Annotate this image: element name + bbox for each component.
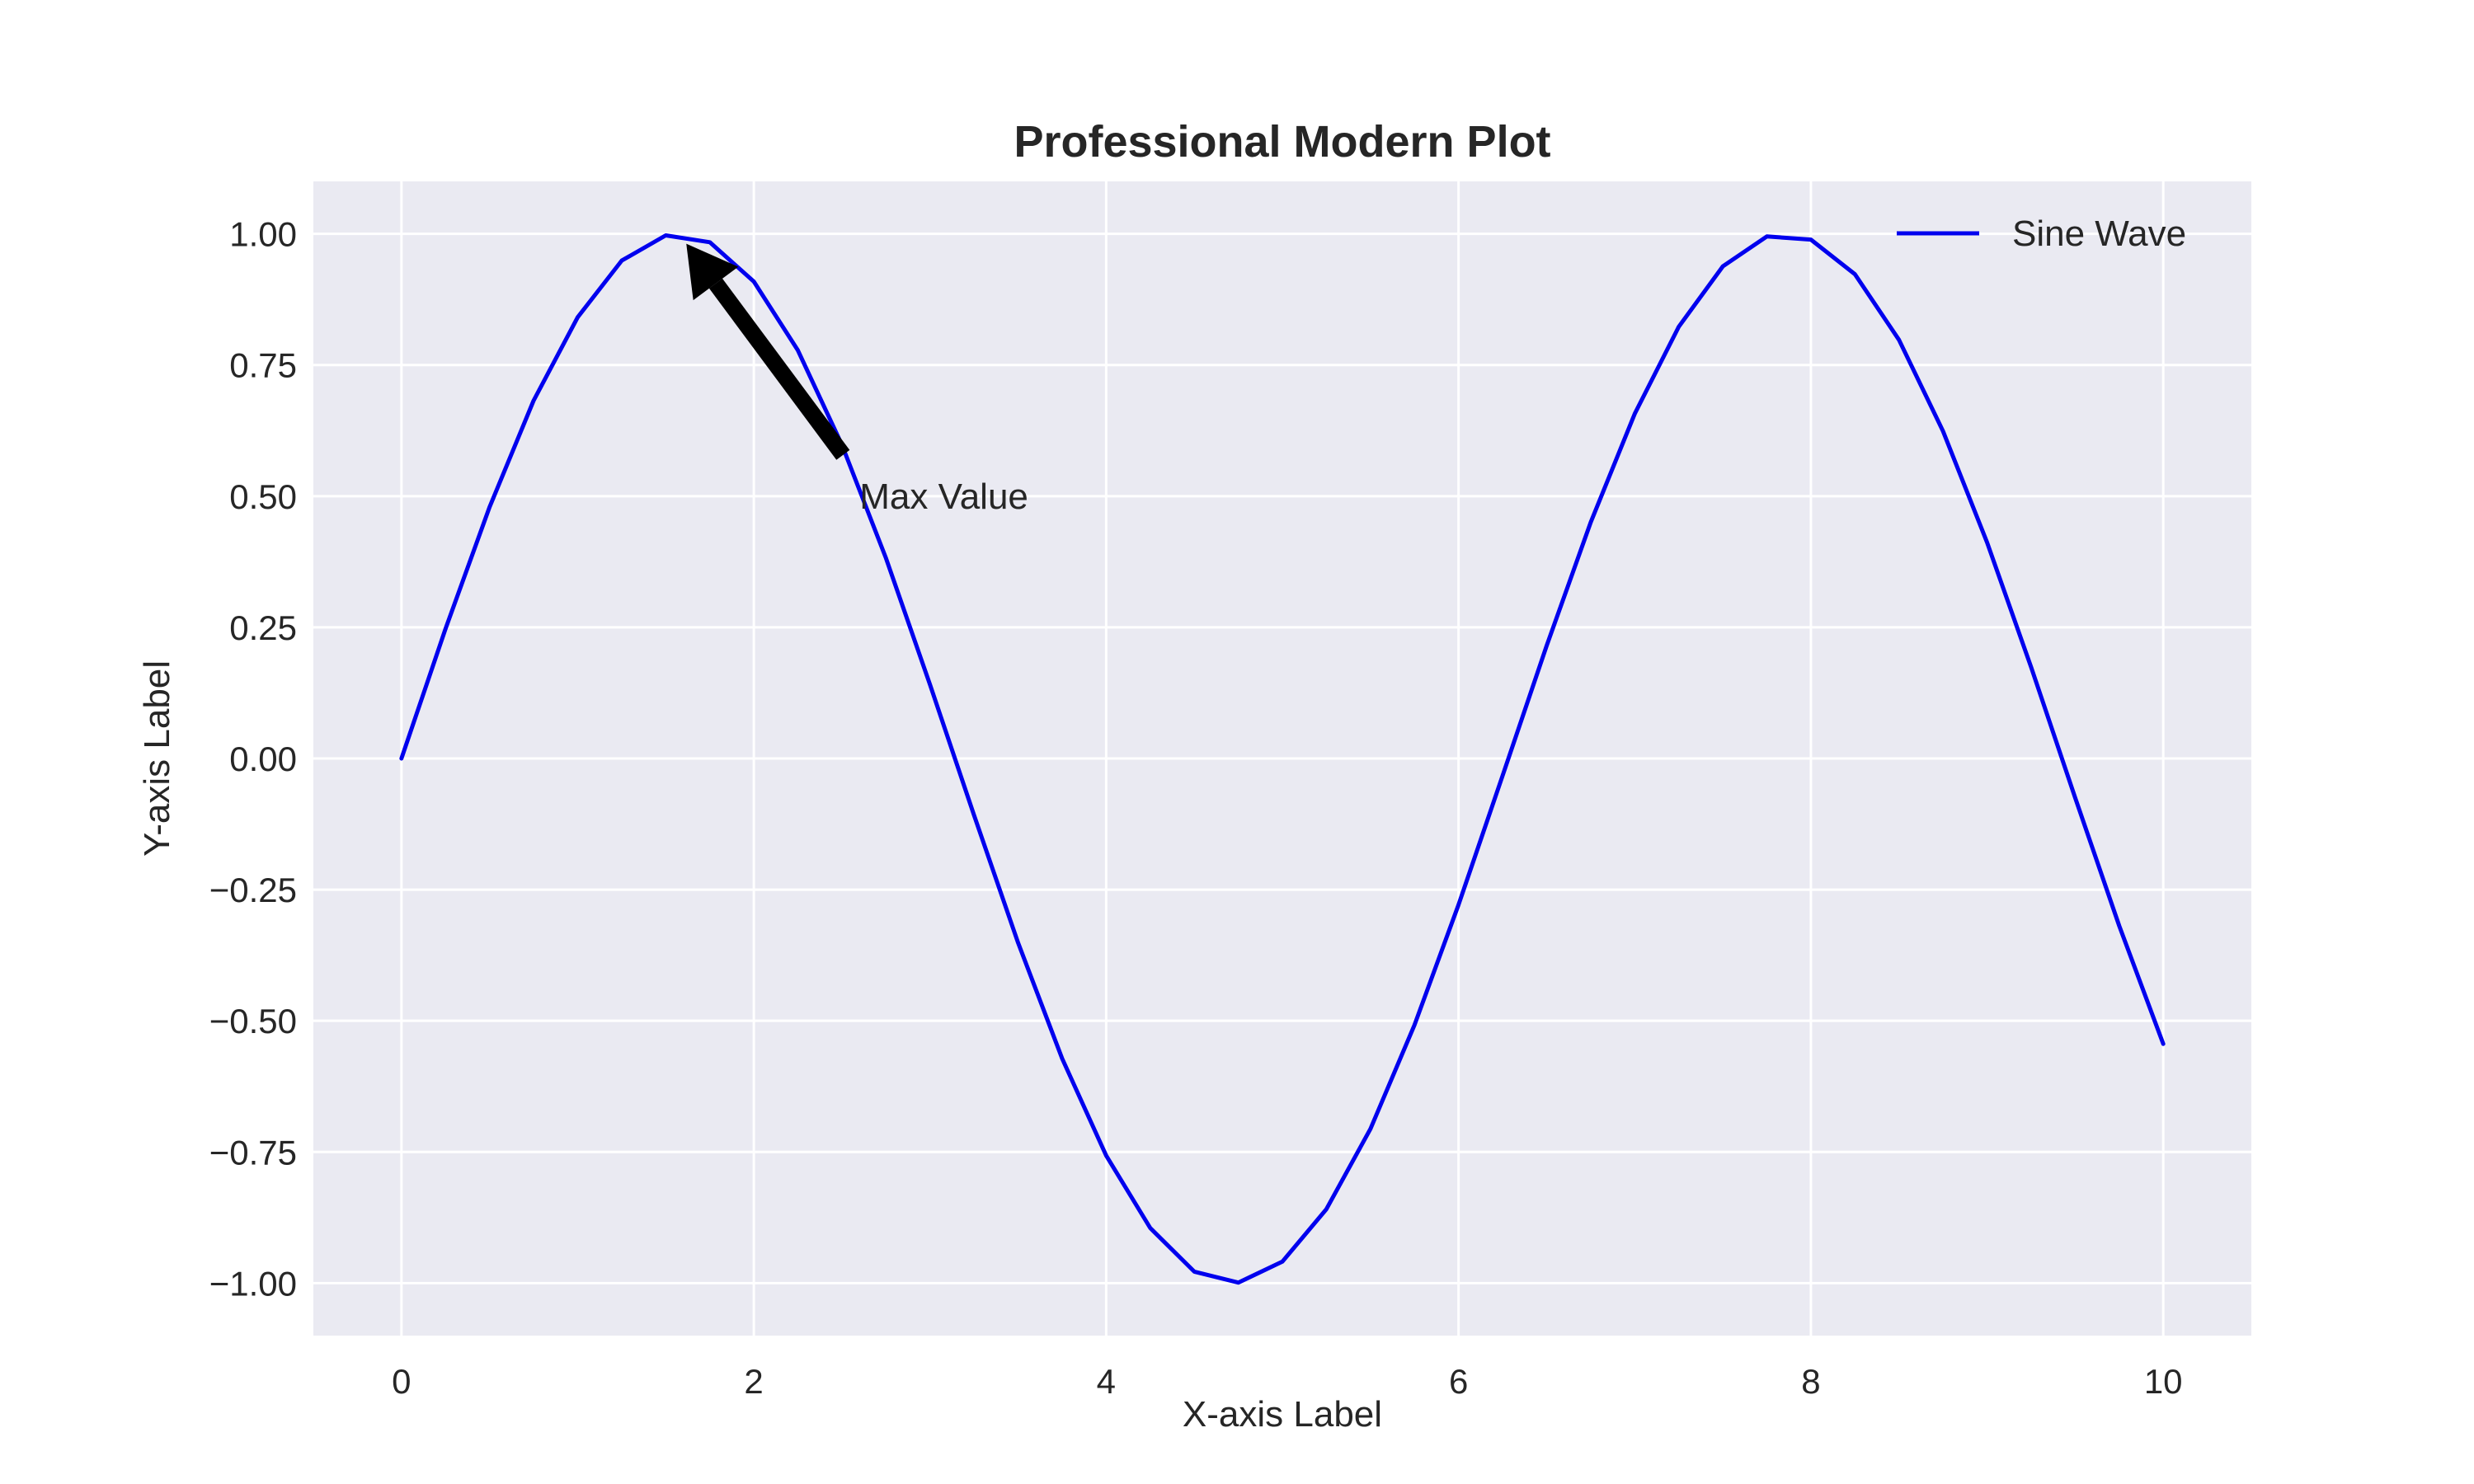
y-tick-label: 0.50 — [229, 477, 297, 516]
x-tick-label: 6 — [1449, 1362, 1468, 1401]
x-tick-label: 10 — [2144, 1362, 2183, 1401]
x-axis-label: X-axis Label — [1183, 1394, 1382, 1435]
y-axis-ticks: −1.00 −0.75 −0.50 −0.25 0.00 0.25 0.50 0.75 1.00 — [209, 215, 297, 1303]
x-tick-label: 2 — [744, 1362, 763, 1401]
annotation-arrow-shaft — [708, 278, 850, 460]
y-tick-label: 1.00 — [229, 215, 297, 254]
x-tick-label: 8 — [1801, 1362, 1820, 1401]
y-tick-label: −0.25 — [209, 871, 297, 909]
legend-label-sine-wave: Sine Wave — [2012, 214, 2186, 254]
legend: Sine Wave — [1897, 214, 2186, 254]
grid-lines — [313, 181, 2251, 1336]
x-tick-label: 4 — [1097, 1362, 1116, 1401]
x-tick-label: 0 — [392, 1362, 411, 1401]
annotation-arrow-head — [686, 243, 739, 301]
y-tick-label: 0.25 — [229, 608, 297, 647]
y-tick-label: −1.00 — [209, 1264, 297, 1303]
annotation-text: Max Value — [859, 477, 1028, 517]
series-line-sine-wave — [399, 233, 2166, 1285]
chart-title: Professional Modern Plot — [1014, 117, 1550, 167]
annotation: Max Value — [686, 243, 1028, 517]
y-tick-label: −0.75 — [209, 1133, 297, 1172]
x-axis-ticks: 0 2 4 6 8 10 — [392, 1362, 2182, 1401]
y-tick-label: 0.00 — [229, 740, 297, 778]
y-tick-label: −0.50 — [209, 1002, 297, 1040]
y-tick-label: 0.75 — [229, 346, 297, 385]
y-axis-label: Y-axis Label — [137, 660, 177, 857]
